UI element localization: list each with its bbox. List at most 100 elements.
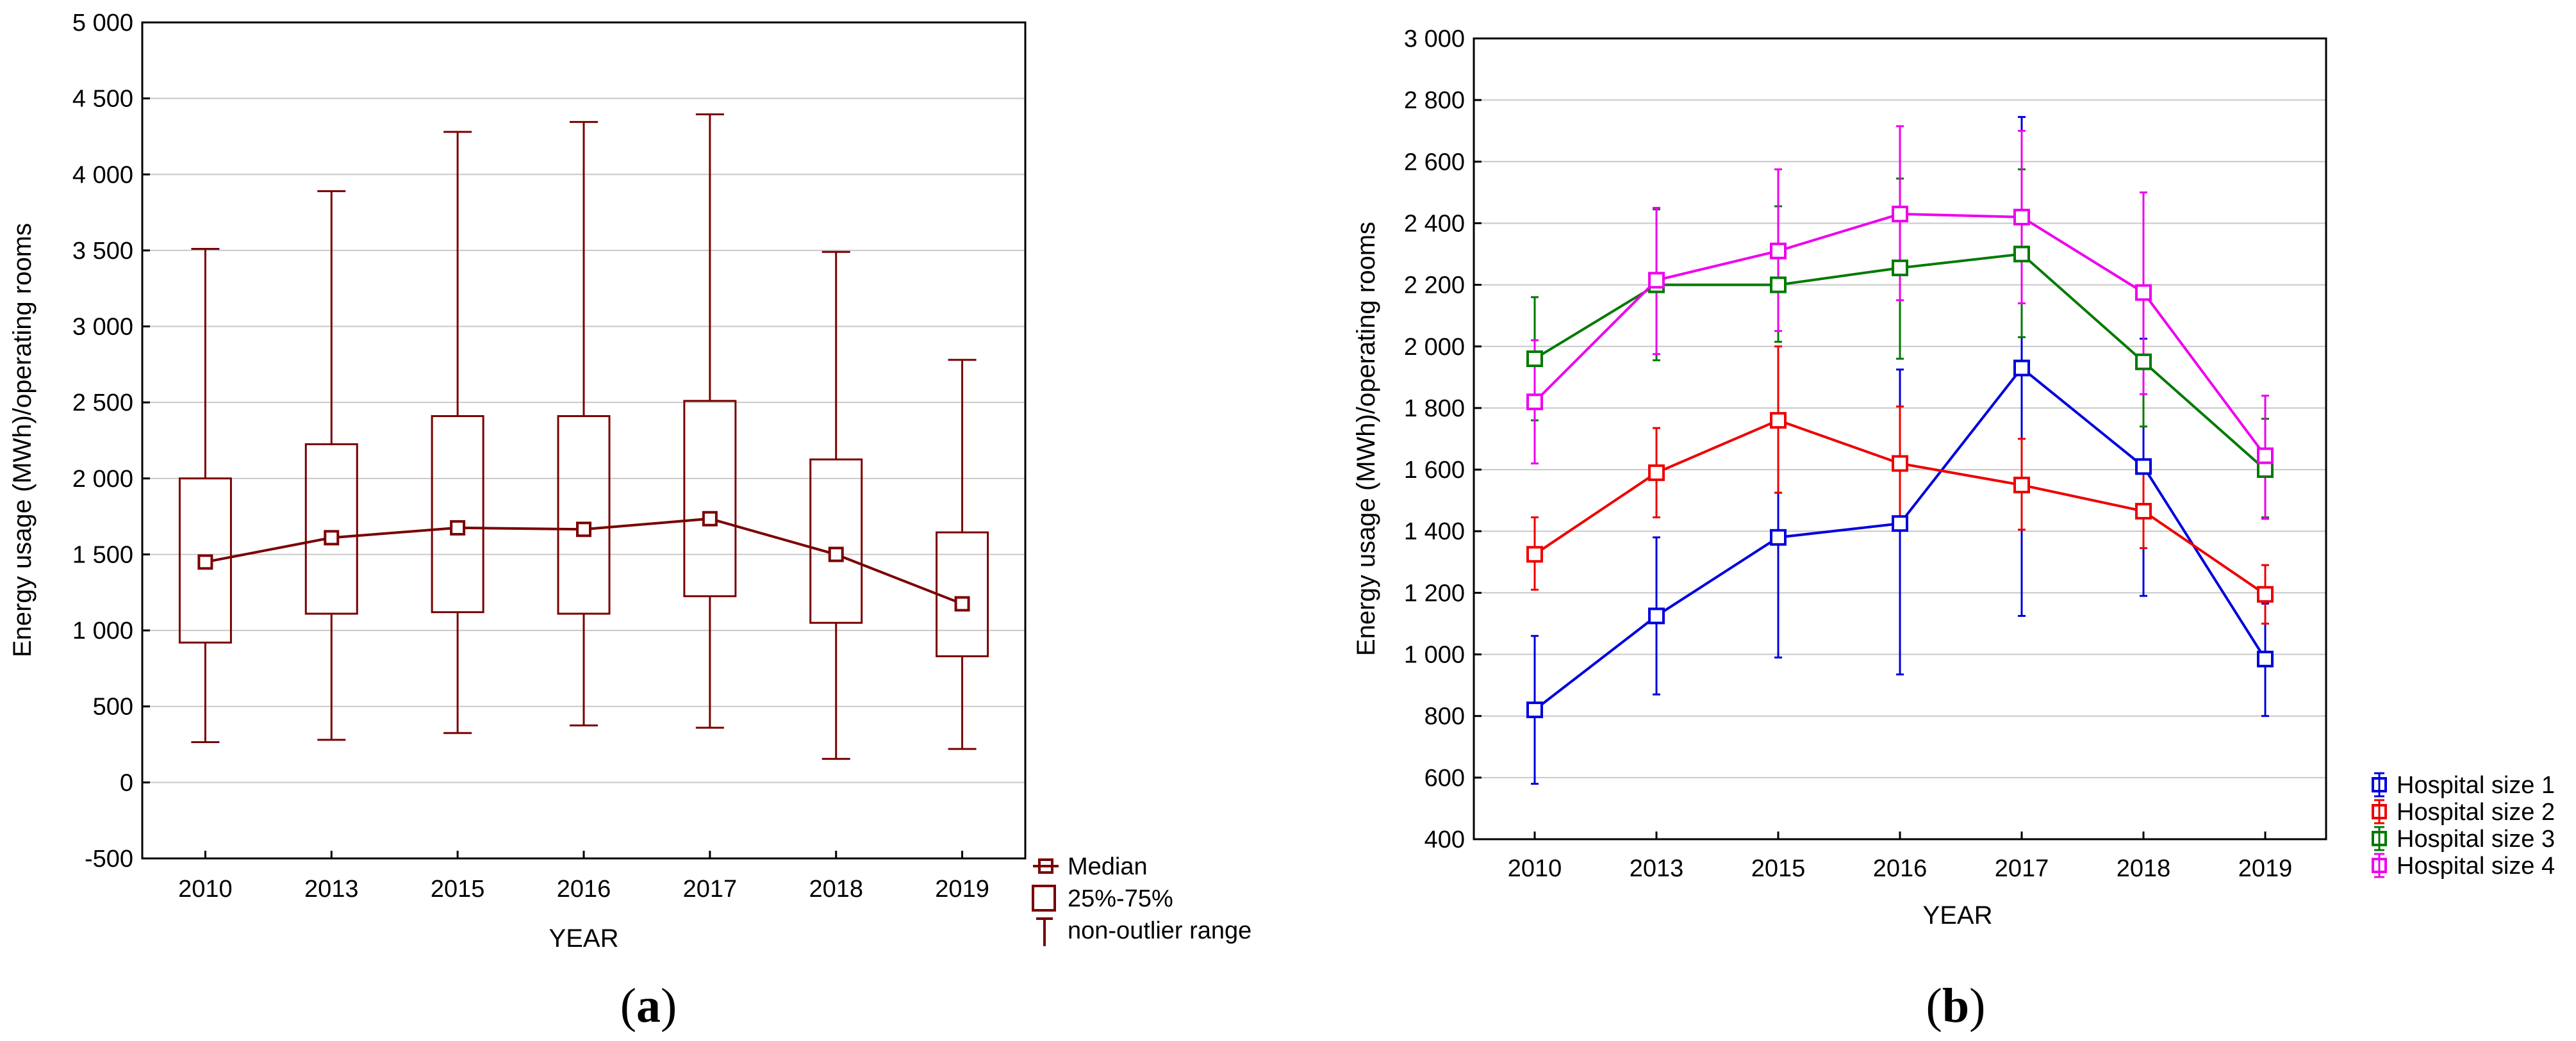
panel-a-y-tick-label: 4 500 — [72, 86, 133, 113]
point-marker-series-1 — [1892, 515, 1908, 532]
point-marker-series-3 — [1892, 259, 1908, 277]
panel-a-box-plot: -500 0 500 1 000 1 500 2 000 2 500 3 000 3 500 4 … — [8, 10, 1251, 1033]
panel-a-y-tick-label: 3 000 — [72, 314, 133, 341]
panel-b-y-tick-label: 2 200 — [1404, 272, 1465, 299]
panel-a-plot-area — [178, 113, 989, 760]
panel-b-axes-frame — [1473, 37, 2327, 840]
point-marker-series-1 — [2135, 458, 2152, 475]
point-marker-series-4 — [1648, 272, 1665, 289]
legend-whisker-label: non-outlier range — [1068, 917, 1251, 944]
point-marker-series-4 — [2013, 208, 2030, 225]
panel-a-x-ticks: 2010 2013 2015 2016 2017 2018 2019 — [178, 851, 989, 903]
panel-b-y-tick-label: 1 000 — [1404, 642, 1465, 669]
panel-a-y-ticks: -500 0 500 1 000 1 500 2 000 2 500 3 000 3 500 4 … — [72, 10, 150, 873]
point-marker-series-3 — [1770, 276, 1787, 293]
median-marker — [954, 596, 970, 612]
panel-a-y-tick-label: 2 000 — [72, 466, 133, 493]
panel-a-x-tick-label: 2010 — [178, 876, 233, 903]
panel-a-y-tick-label: 1 000 — [72, 618, 133, 644]
panel-b-y-tick-label: 2 600 — [1404, 149, 1465, 176]
panel-b-caption: (b) — [1926, 979, 1986, 1033]
panel-b-caption-letter: b — [1942, 979, 1969, 1033]
panel-b-y-tick-label: 800 — [1424, 703, 1465, 730]
legend-label-series-1: Hospital size 1 — [2397, 772, 2555, 799]
point-marker-series-4 — [2135, 284, 2152, 301]
iqr-box — [557, 415, 611, 615]
panel-a-y-tick-label: 3 500 — [72, 238, 133, 265]
point-marker-series-4 — [2257, 447, 2274, 464]
point-marker-series-2 — [2135, 502, 2152, 520]
point-marker-series-4 — [1892, 206, 1908, 223]
panel-b-x-tick-label: 2016 — [1873, 855, 1928, 882]
legend-median-label: Median — [1068, 853, 1148, 880]
iqr-box — [304, 443, 358, 615]
panel-b-x-ticks: 2010 2013 2015 2016 2017 2018 2019 — [1508, 832, 2293, 882]
panel-b-y-tick-label: 1 400 — [1404, 518, 1465, 545]
panel-b-y-tick-label: 3 000 — [1404, 26, 1465, 53]
iqr-box — [809, 458, 863, 624]
legend-marker-icon — [2372, 858, 2387, 873]
point-marker-series-1 — [2013, 359, 2030, 377]
panel-b-x-tick-label: 2010 — [1508, 855, 1562, 882]
point-marker-series-2 — [1648, 464, 1665, 481]
point-marker-series-4 — [1770, 242, 1787, 259]
panel-a-x-tick-label: 2017 — [683, 876, 738, 903]
panel-a-x-tick-label: 2016 — [557, 876, 611, 903]
panel-a-y-axis-label: Energy usage (MWh)/operating rooms — [8, 223, 37, 657]
panel-a-x-tick-label: 2015 — [431, 876, 485, 903]
panel-b-y-tick-label: 2 400 — [1404, 210, 1465, 237]
panel-a-caption-letter: a — [636, 979, 661, 1033]
legend-marker-icon — [2372, 831, 2387, 846]
panel-b-y-axis-label: Energy usage (MWh)/operating rooms — [1352, 222, 1380, 656]
point-marker-series-1 — [1526, 701, 1543, 719]
panel-b-x-tick-label: 2015 — [1751, 855, 1806, 882]
legend-marker-icon — [2372, 777, 2387, 792]
point-marker-series-4 — [1526, 393, 1543, 411]
panel-b-y-tick-label: 600 — [1424, 765, 1465, 792]
median-marker — [324, 530, 340, 546]
panel-a-axes-frame — [141, 21, 1027, 860]
panel-b-x-tick-label: 2018 — [2117, 855, 2171, 882]
median-marker — [450, 520, 466, 536]
median-marker — [197, 554, 213, 570]
panel-b-y-ticks: 400 600 800 1 000 1 200 1 400 1 600 1 800 2 000 2… — [1404, 26, 1482, 853]
point-marker-series-3 — [2135, 353, 2152, 370]
panel-a-y-tick-label: 5 000 — [72, 10, 133, 37]
panel-a-y-tick-label: 4 000 — [72, 161, 133, 188]
legend-box-marker — [1032, 885, 1056, 912]
point-marker-series-3 — [2257, 461, 2274, 479]
median-marker — [576, 521, 591, 537]
panel-b-x-tick-label: 2019 — [2238, 855, 2293, 882]
panel-a-x-tick-label: 2013 — [304, 876, 359, 903]
point-marker-series-1 — [2257, 650, 2274, 668]
point-marker-series-1 — [1648, 607, 1665, 625]
panel-b-x-tick-label: 2013 — [1630, 855, 1684, 882]
iqr-box — [431, 415, 484, 614]
point-marker-series-3 — [1526, 350, 1543, 367]
panel-a-x-tick-label: 2018 — [809, 876, 863, 903]
legend-marker-icon — [2372, 804, 2387, 819]
panel-b-y-tick-label: 1 600 — [1404, 457, 1465, 484]
panel-b-y-tick-label: 1 800 — [1404, 395, 1465, 422]
panel-b-x-tick-label: 2017 — [1995, 855, 2049, 882]
point-marker-series-3 — [2013, 245, 2030, 263]
panel-a-y-tick-label: 1 500 — [72, 541, 133, 568]
legend-box-label: 25%-75% — [1068, 885, 1173, 912]
point-marker-series-2 — [1770, 412, 1787, 429]
panel-a-caption: (a) — [620, 979, 677, 1033]
panel-a-x-axis-label: YEAR — [549, 924, 619, 953]
point-marker-series-2 — [1892, 455, 1908, 472]
legend-label-series-4: Hospital size 4 — [2397, 853, 2555, 880]
point-marker-series-2 — [2013, 477, 2030, 494]
legend-whisker-marker — [1036, 917, 1053, 946]
panel-b-line-chart: 400 600 800 1 000 1 200 1 400 1 600 1 800 2 000 2… — [1352, 26, 2555, 1033]
point-marker-series-1 — [1770, 529, 1787, 546]
iqr-box — [178, 477, 232, 644]
point-marker-series-2 — [2257, 586, 2274, 603]
panel-b-y-tick-label: 2 000 — [1404, 334, 1465, 361]
legend-median-marker — [1033, 858, 1059, 874]
panel-b-y-tick-label: 400 — [1424, 826, 1465, 853]
